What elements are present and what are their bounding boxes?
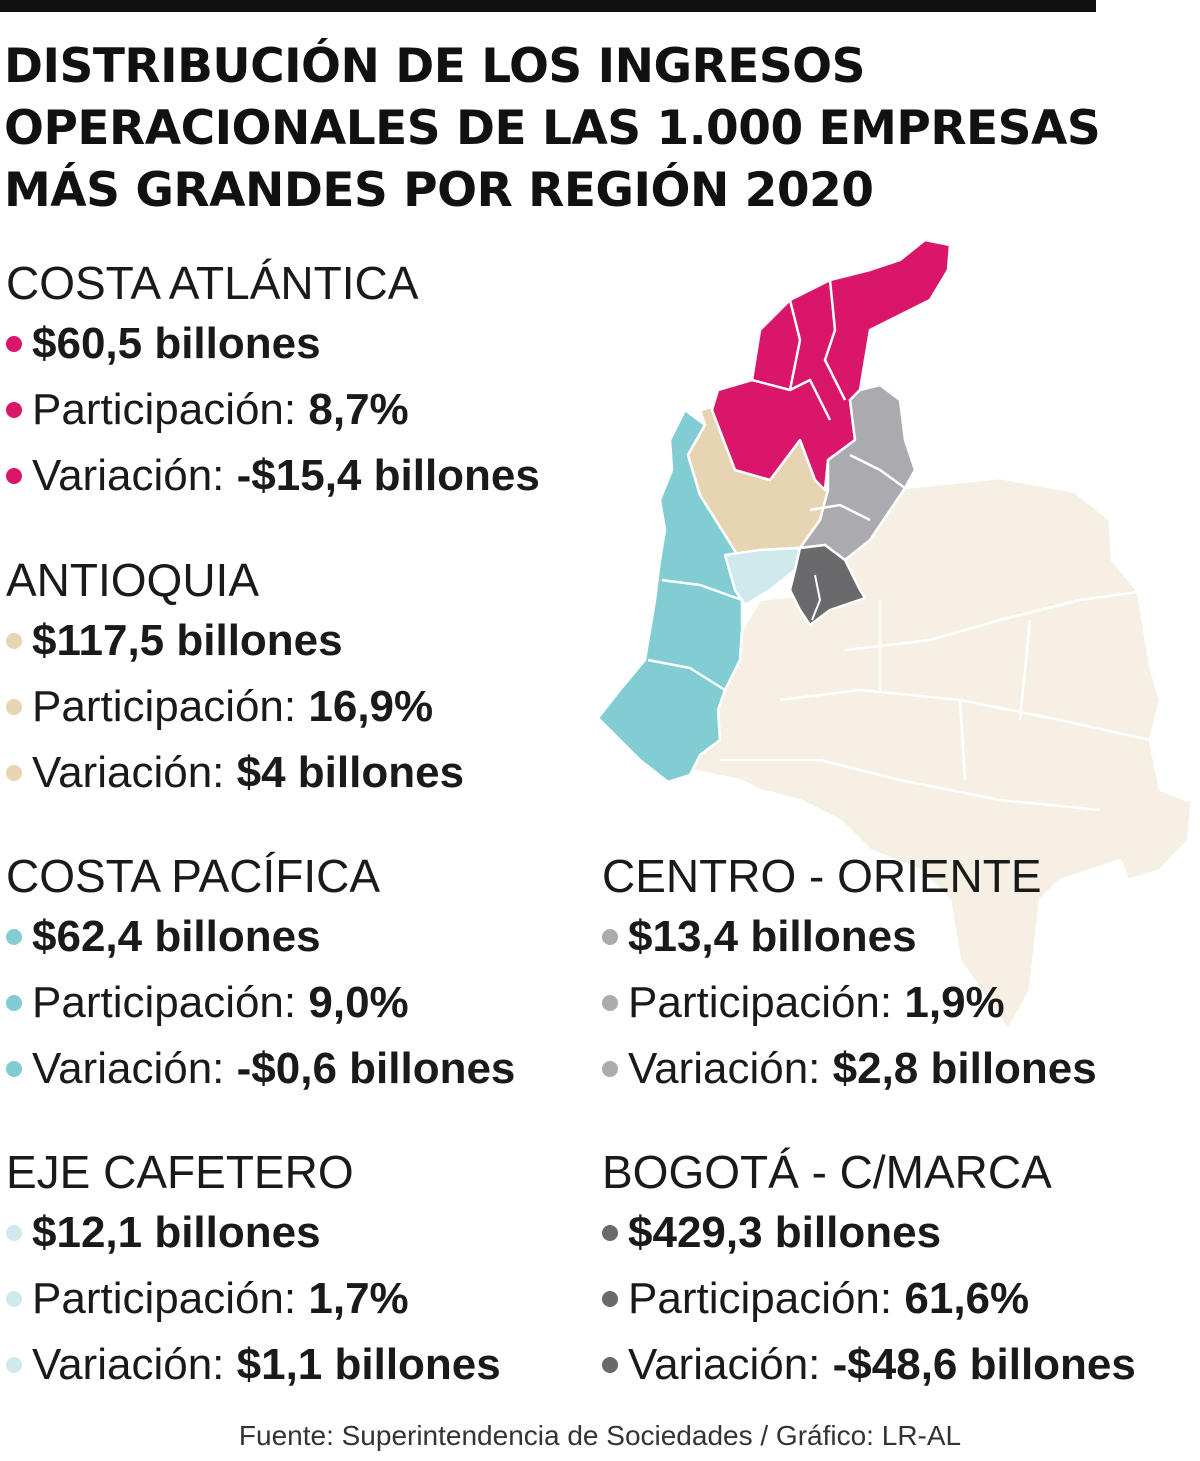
map-region-costa-atlantica xyxy=(710,238,952,492)
change-value: $1,1 billones xyxy=(236,1340,501,1389)
legend-dot xyxy=(6,1225,22,1241)
share-label: Participación: xyxy=(32,385,297,434)
share-value: 9,0% xyxy=(308,978,409,1027)
share-row: Participación: 61,6% xyxy=(602,1266,1136,1332)
share-row: Participación: 8,7% xyxy=(6,377,540,443)
region-name: CENTRO - ORIENTE xyxy=(602,850,1042,902)
change-row: Variación: $1,1 billones xyxy=(6,1332,501,1398)
amount-row: $12,1 billones xyxy=(6,1200,501,1266)
legend-dot xyxy=(6,929,22,945)
change-label: Variación: xyxy=(32,451,225,500)
change-label: Variación: xyxy=(32,1044,225,1093)
region-name: BOGOTÁ - C/MARCA xyxy=(602,1146,1052,1198)
title-line-2: OPERACIONALES DE LAS 1.000 EMPRESAS xyxy=(4,101,1101,156)
share-label: Participación: xyxy=(32,1274,297,1323)
region-name: EJE CAFETERO xyxy=(6,1146,354,1198)
change-value: -$0,6 billones xyxy=(236,1044,516,1093)
map-atlantica-borders xyxy=(751,279,847,421)
amount-row: $13,4 billones xyxy=(602,904,1097,970)
share-label: Participación: xyxy=(628,978,893,1027)
region-name: ANTIOQUIA xyxy=(6,554,260,606)
share-row: Participación: 1,7% xyxy=(6,1266,501,1332)
share-value: 1,9% xyxy=(904,978,1005,1027)
title-line-1: DISTRIBUCIÓN DE LOS INGRESOS xyxy=(4,39,866,94)
map-region-eje-cafetero xyxy=(723,546,802,607)
legend-dot xyxy=(6,402,22,418)
legend-dot xyxy=(6,336,22,352)
map-rest-borders xyxy=(720,590,1151,812)
change-value: $2,8 billones xyxy=(832,1044,1097,1093)
change-value: -$48,6 billones xyxy=(832,1340,1136,1389)
amount-value: $429,3 billones xyxy=(628,1208,942,1257)
change-row: Variación: $2,8 billones xyxy=(602,1036,1097,1102)
region-name: COSTA PACÍFICA xyxy=(6,850,381,902)
share-row: Participación: 1,9% xyxy=(602,970,1097,1036)
amount-row: $117,5 billones xyxy=(6,608,464,674)
title-line-3: MÁS GRANDES POR REGIÓN 2020 xyxy=(4,163,874,218)
legend-dot xyxy=(6,699,22,715)
share-value: 1,7% xyxy=(308,1274,409,1323)
amount-row: $60,5 billones xyxy=(6,311,540,377)
legend-dot xyxy=(602,1061,618,1077)
region-centro-oriente: CENTRO - ORIENTE $13,4 billones Particip… xyxy=(602,848,1097,1102)
region-costa-atlantica: COSTA ATLÁNTICA $60,5 billones Participa… xyxy=(6,255,540,509)
map-pacifica-borders xyxy=(647,578,743,692)
legend-dot xyxy=(6,468,22,484)
legend-dot xyxy=(6,765,22,781)
change-value: $4 billones xyxy=(236,748,465,797)
legend-dot xyxy=(602,929,618,945)
change-row: Variación: -$48,6 billones xyxy=(602,1332,1136,1398)
region-eje-cafetero: EJE CAFETERO $12,1 billones Participació… xyxy=(6,1144,501,1398)
amount-value: $12,1 billones xyxy=(32,1208,321,1257)
change-label: Variación: xyxy=(32,1340,225,1389)
legend-dot xyxy=(602,1357,618,1373)
legend-dot xyxy=(6,1061,22,1077)
chart-title: DISTRIBUCIÓN DE LOS INGRESOS OPERACIONAL… xyxy=(4,36,1124,222)
share-row: Participación: 16,9% xyxy=(6,674,464,740)
map-centro-oriente-borders xyxy=(809,453,906,522)
share-value: 8,7% xyxy=(308,385,409,434)
region-costa-pacifica: COSTA PACÍFICA $62,4 billones Participac… xyxy=(6,848,515,1102)
source-credit: Fuente: Superintendencia de Sociedades /… xyxy=(238,1420,962,1451)
legend-dot xyxy=(6,633,22,649)
legend-dot xyxy=(602,1291,618,1307)
region-name: COSTA ATLÁNTICA xyxy=(6,257,419,309)
top-rule xyxy=(0,0,1096,12)
change-label: Variación: xyxy=(628,1340,821,1389)
change-row: Variación: -$0,6 billones xyxy=(6,1036,515,1102)
map-region-bogota-cmarca xyxy=(788,543,867,627)
amount-value: $117,5 billones xyxy=(32,616,343,665)
region-bogota-cmarca: BOGOTÁ - C/MARCA $429,3 billones Partici… xyxy=(602,1144,1136,1398)
amount-value: $13,4 billones xyxy=(628,912,917,961)
amount-row: $429,3 billones xyxy=(602,1200,1136,1266)
region-antioquia: ANTIOQUIA $117,5 billones Participación:… xyxy=(6,552,464,806)
amount-value: $60,5 billones xyxy=(32,319,321,368)
amount-value: $62,4 billones xyxy=(32,912,321,961)
legend-dot xyxy=(6,1357,22,1373)
change-value: -$15,4 billones xyxy=(236,451,540,500)
share-row: Participación: 9,0% xyxy=(6,970,515,1036)
legend-dot xyxy=(602,995,618,1011)
map-bogota-border xyxy=(811,574,822,621)
change-label: Variación: xyxy=(32,748,225,797)
change-row: Variación: $4 billones xyxy=(6,740,464,806)
share-value: 61,6% xyxy=(904,1274,1030,1323)
change-row: Variación: -$15,4 billones xyxy=(6,443,540,509)
legend-dot xyxy=(602,1225,618,1241)
change-label: Variación: xyxy=(628,1044,821,1093)
amount-row: $62,4 billones xyxy=(6,904,515,970)
legend-dot xyxy=(6,1291,22,1307)
legend-dot xyxy=(6,995,22,1011)
share-label: Participación: xyxy=(628,1274,893,1323)
share-label: Participación: xyxy=(32,682,297,731)
share-label: Participación: xyxy=(32,978,297,1027)
share-value: 16,9% xyxy=(308,682,434,731)
